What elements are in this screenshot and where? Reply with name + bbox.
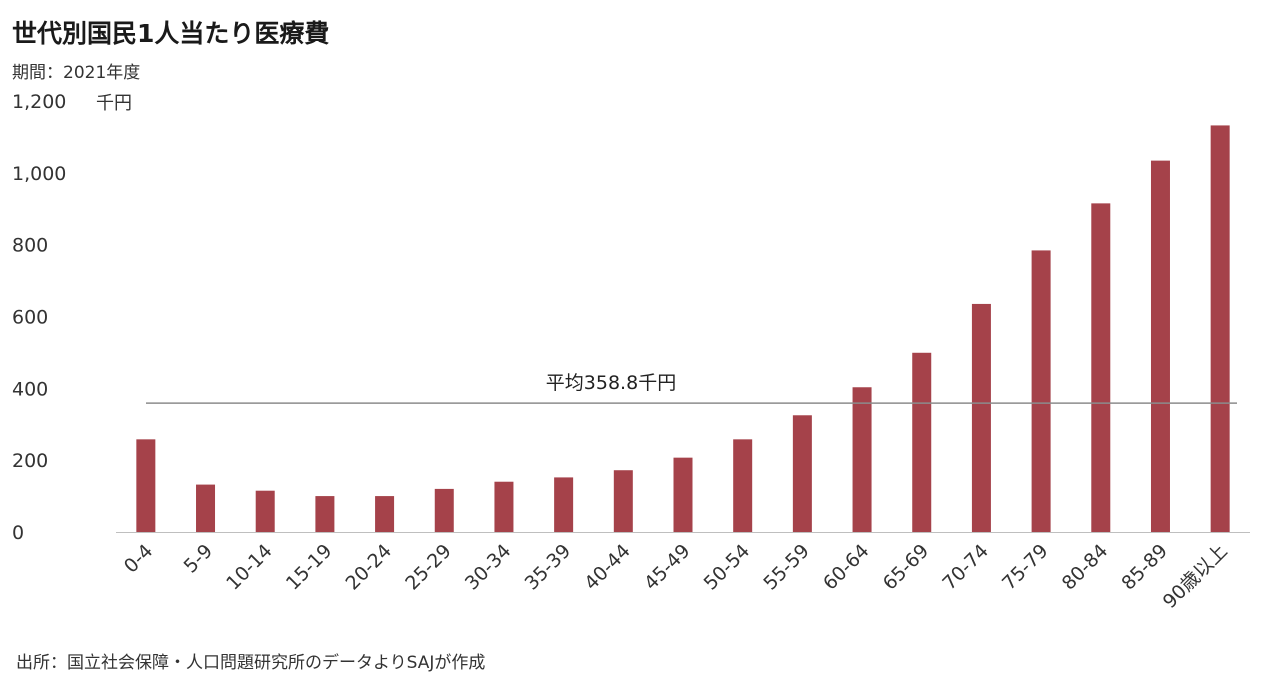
x-tick-label: 45-49 xyxy=(640,540,695,595)
y-tick-label: 1,000 xyxy=(12,163,66,185)
y-tick-label: 400 xyxy=(12,378,48,400)
bar-0-4 xyxy=(136,439,156,532)
x-tick-label: 20-24 xyxy=(342,540,397,595)
bar-80-84 xyxy=(1091,203,1111,533)
x-tick-label: 30-34 xyxy=(461,540,516,595)
chart-title: 世代別国民1人当たり医療費 xyxy=(12,19,330,48)
bar-50-54 xyxy=(733,439,753,532)
bar-85-89 xyxy=(1150,160,1170,532)
x-axis: 0-4 5-9 10-14 15-19 20-24 25-29 30-34 35-39 40-4… xyxy=(120,540,1232,613)
x-tick-label: 40-44 xyxy=(580,540,635,595)
x-tick-label: 75-79 xyxy=(998,540,1053,595)
x-tick-label: 85-89 xyxy=(1117,540,1172,595)
bars xyxy=(136,125,1230,533)
x-tick-label: 0-4 xyxy=(120,540,158,578)
bar-90歳以上 xyxy=(1210,125,1230,532)
x-tick-label: 25-29 xyxy=(401,540,456,595)
source-note: 出所：国立社会保障・人口問題研究所のデータよりSAJが作成 xyxy=(16,653,486,673)
bar-65-69 xyxy=(912,352,932,532)
y-tick-label: 600 xyxy=(12,307,48,329)
bar-35-39 xyxy=(554,477,574,532)
x-tick-label: 55-59 xyxy=(759,540,814,595)
bar-40-44 xyxy=(613,470,633,532)
bar-30-34 xyxy=(494,481,514,532)
x-tick-label: 65-69 xyxy=(879,540,934,595)
x-tick-label: 35-39 xyxy=(521,540,576,595)
x-tick-label: 15-19 xyxy=(282,540,337,595)
y-tick-label: 800 xyxy=(12,235,48,257)
y-axis: 0 200 400 600 800 1,000 1,200 xyxy=(12,91,66,544)
x-tick-label: 80-84 xyxy=(1058,540,1113,595)
bar-25-29 xyxy=(434,488,454,532)
bar-55-59 xyxy=(792,415,812,532)
bar-60-64 xyxy=(852,387,872,532)
y-axis-unit-label: 千円 xyxy=(96,93,132,114)
y-tick-label: 200 xyxy=(12,450,48,472)
x-tick-label: 50-54 xyxy=(700,540,755,595)
bar-5-9 xyxy=(196,484,216,532)
x-tick-label: 90歳以上 xyxy=(1159,540,1232,613)
x-tick-label: 10-14 xyxy=(222,540,277,595)
bar-75-79 xyxy=(1031,250,1051,532)
chart-subtitle: 期間：2021年度 xyxy=(12,63,141,83)
average-label: 平均358.8千円 xyxy=(546,372,676,394)
x-tick-label: 60-64 xyxy=(819,540,874,595)
bar-20-24 xyxy=(375,496,395,532)
x-tick-label: 70-74 xyxy=(938,540,993,595)
bar-10-14 xyxy=(255,490,275,532)
bar-70-74 xyxy=(971,303,991,532)
bar-45-49 xyxy=(673,457,693,532)
bar-15-19 xyxy=(315,496,335,532)
y-tick-label: 0 xyxy=(12,522,24,544)
y-tick-label: 1,200 xyxy=(12,91,66,113)
x-tick-label: 5-9 xyxy=(180,540,218,578)
